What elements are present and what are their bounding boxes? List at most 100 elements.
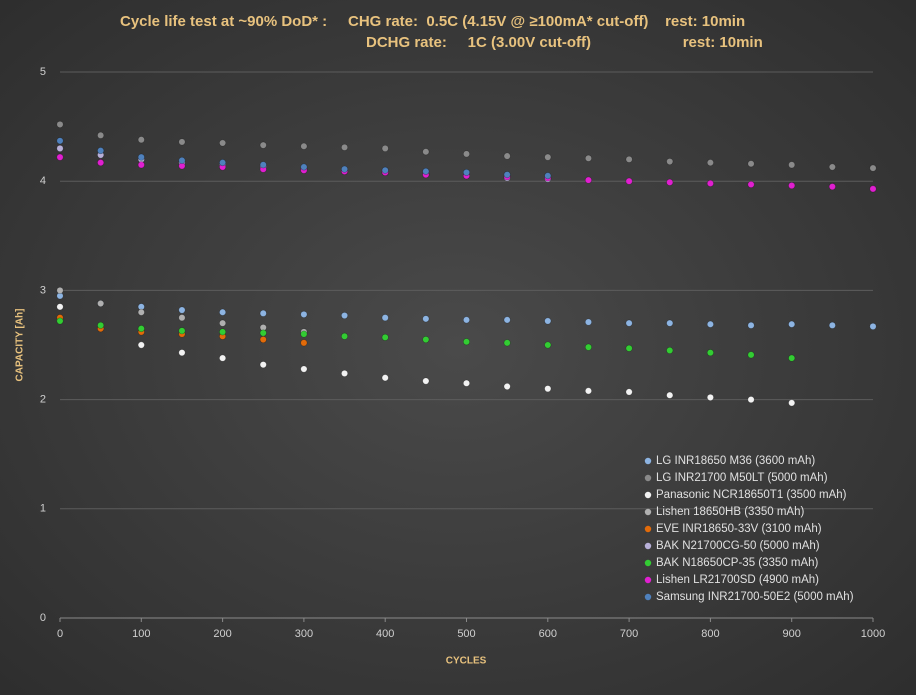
data-point: [747, 396, 755, 404]
data-point: [178, 138, 186, 146]
data-point: [544, 317, 552, 325]
data-point: [56, 120, 64, 128]
data-point: [625, 177, 633, 185]
data-point: [544, 172, 552, 180]
data-point: [259, 141, 267, 149]
data-point: [219, 308, 227, 316]
legend: LG INR18650 M36 (3600 mAh) LG INR21700 M5…: [644, 455, 854, 603]
data-point: [341, 143, 349, 151]
data-point: [544, 153, 552, 161]
data-point: [137, 308, 145, 316]
data-point: [381, 166, 389, 174]
y-tick-label: 5: [40, 66, 46, 78]
x-tick-label: 700: [620, 628, 638, 640]
data-point: [219, 328, 227, 336]
data-point: [56, 137, 64, 145]
data-point: [137, 153, 145, 161]
data-point: [666, 158, 674, 166]
data-point: [747, 160, 755, 168]
data-point: [300, 310, 308, 318]
data-point: [178, 156, 186, 164]
legend-marker: [644, 525, 652, 533]
legend-marker: [644, 491, 652, 499]
y-axis-label: CAPACITY [Ah]: [15, 309, 26, 382]
data-point: [56, 153, 64, 161]
data-point: [788, 182, 796, 190]
data-point: [788, 399, 796, 407]
legend-marker: [644, 542, 652, 550]
data-point: [219, 354, 227, 362]
data-point: [462, 338, 470, 346]
data-point: [788, 354, 796, 362]
legend-marker: [644, 593, 652, 601]
data-point: [584, 318, 592, 326]
data-point: [503, 171, 511, 179]
data-point: [381, 333, 389, 341]
data-point: [259, 336, 267, 344]
chart-subtitle: DCHG rate: 1C (3.00V cut-off) rest: 10mi…: [366, 34, 763, 51]
data-point: [503, 382, 511, 390]
data-point: [584, 176, 592, 184]
data-point: [788, 161, 796, 169]
data-point: [706, 320, 714, 328]
data-point: [706, 349, 714, 357]
data-point: [97, 159, 105, 167]
data-point: [422, 315, 430, 323]
y-tick-label: 1: [40, 503, 46, 515]
x-axis-label: CYCLES: [446, 656, 487, 667]
data-point: [503, 152, 511, 160]
data-point: [747, 351, 755, 359]
data-point: [422, 148, 430, 156]
data-point: [97, 131, 105, 139]
data-point: [381, 374, 389, 382]
data-point: [666, 346, 674, 354]
data-point: [422, 377, 430, 385]
data-point: [259, 361, 267, 369]
data-point: [219, 319, 227, 327]
x-tick-label: 200: [213, 628, 231, 640]
data-point: [381, 144, 389, 152]
data-point: [300, 365, 308, 373]
legend-marker: [644, 559, 652, 567]
data-point: [625, 344, 633, 352]
data-point: [462, 379, 470, 387]
data-point: [544, 341, 552, 349]
data-point: [137, 325, 145, 333]
data-point: [544, 385, 552, 393]
data-point: [259, 329, 267, 337]
data-point: [97, 147, 105, 155]
legend-label: Lishen 18650HB (3350 mAh): [656, 506, 804, 518]
data-point: [137, 341, 145, 349]
data-point: [666, 178, 674, 186]
data-point: [462, 316, 470, 324]
data-point: [584, 154, 592, 162]
data-point: [869, 164, 877, 172]
y-tick-label: 4: [40, 175, 46, 187]
data-point: [869, 185, 877, 193]
data-point: [625, 388, 633, 396]
data-point: [219, 159, 227, 167]
data-point: [300, 142, 308, 150]
legend-label: BAK N18650CP-35 (3350 mAh): [656, 557, 819, 569]
data-point: [503, 316, 511, 324]
data-point: [625, 319, 633, 327]
legend-marker: [644, 474, 652, 482]
data-point: [341, 332, 349, 340]
data-point: [219, 139, 227, 147]
legend-label: BAK N21700CG-50 (5000 mAh): [656, 540, 820, 552]
chart-title: Cycle life test at ~90% DoD* : CHG rate:…: [120, 13, 745, 30]
data-point: [300, 163, 308, 171]
legend-marker: [644, 576, 652, 584]
x-tick-label: 100: [132, 628, 150, 640]
grid: 0 1 2 3 4 5 0 100 200 300 400 500 600 700 800 900 1000: [40, 66, 885, 640]
data-point: [341, 369, 349, 377]
legend-marker: [644, 457, 652, 465]
legend-label: Lishen LR21700SD (4900 mAh): [656, 574, 819, 586]
legend-label: Panasonic NCR18650T1 (3500 mAh): [656, 489, 847, 501]
data-point: [178, 314, 186, 322]
data-point: [259, 161, 267, 169]
data-point: [462, 168, 470, 176]
y-tick-label: 0: [40, 612, 46, 624]
